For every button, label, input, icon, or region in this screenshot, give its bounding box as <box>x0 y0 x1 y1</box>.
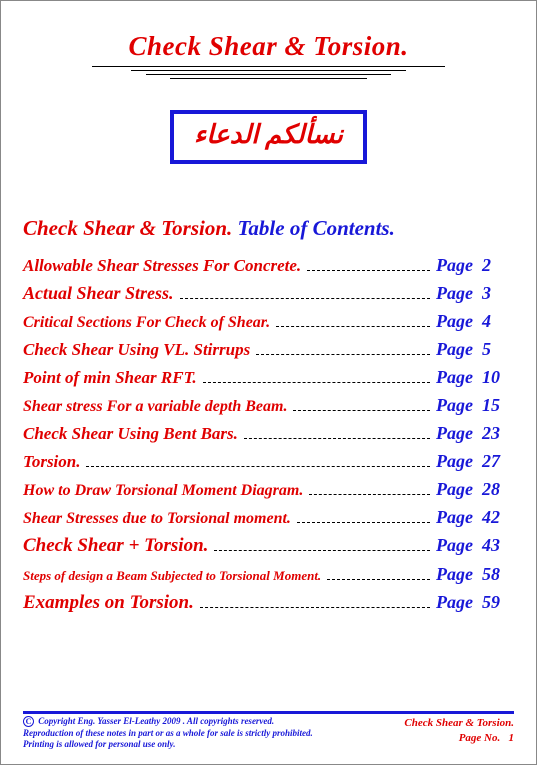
toc-entry-page: Page 23 <box>436 423 514 444</box>
toc-heading: Check Shear & Torsion. Table of Contents… <box>23 216 514 241</box>
toc-entry-title: Check Shear Using Bent Bars. <box>23 424 238 444</box>
arabic-box: نسألكم الدعاء <box>170 110 367 164</box>
toc-entry-title: Examples on Torsion. <box>23 592 194 614</box>
toc-entry-page: Page 43 <box>436 535 514 556</box>
toc-leader <box>309 494 430 495</box>
footer-rule <box>23 711 514 714</box>
arabic-text: نسألكم الدعاء <box>194 120 343 150</box>
page-no: 1 <box>509 732 515 744</box>
page-no-label: Page No. <box>459 732 501 744</box>
toc-row: Check Shear Using VL. Stirrups Page 5 <box>23 339 514 360</box>
toc-entry-title: Critical Sections For Check of Shear. <box>23 314 270 332</box>
toc-leader <box>200 607 430 608</box>
toc-entry-page: Page 4 <box>436 311 514 332</box>
toc-leader <box>256 354 430 355</box>
copyright-icon: C <box>23 716 34 727</box>
toc-leader <box>307 270 430 271</box>
toc-row: Steps of design a Beam Subjected to Tors… <box>23 564 514 585</box>
toc-entry-page: Page 42 <box>436 507 514 528</box>
toc-entry-title: Steps of design a Beam Subjected to Tors… <box>23 568 321 584</box>
toc-entry-page: Page 59 <box>436 592 514 613</box>
table-of-contents: Allowable Shear Stresses For Concrete. Pa… <box>23 255 514 614</box>
document-page: Check Shear & Torsion. نسألكم الدعاء Che… <box>1 1 536 764</box>
toc-entry-title: Actual Shear Stress. <box>23 283 174 304</box>
toc-row: Check Shear Using Bent Bars. Page 23 <box>23 423 514 444</box>
toc-entry-page: Page 3 <box>436 283 514 304</box>
toc-row: Torsion. Page 27 <box>23 451 514 472</box>
toc-leader <box>86 466 430 467</box>
toc-entry-title: How to Draw Torsional Moment Diagram. <box>23 482 303 500</box>
toc-leader <box>327 579 430 580</box>
toc-entry-title: Check Shear Using VL. Stirrups <box>23 340 250 360</box>
footer: C Copyright Eng. Yasser El-Leathy 2009 .… <box>23 711 514 750</box>
toc-entry-title: Shear stress For a variable depth Beam. <box>23 398 287 416</box>
toc-leader <box>214 550 430 551</box>
copyright-line-2: Reproduction of these notes in part or a… <box>23 728 313 738</box>
toc-entry-title: Allowable Shear Stresses For Concrete. <box>23 256 301 276</box>
main-title: Check Shear & Torsion. <box>23 31 514 62</box>
toc-leader <box>276 326 430 327</box>
title-area: Check Shear & Torsion. نسألكم الدعاء <box>23 31 514 164</box>
toc-row: How to Draw Torsional Moment Diagram. Pag… <box>23 479 514 500</box>
toc-heading-red: Check Shear & Torsion. <box>23 216 232 240</box>
title-underlines <box>23 66 514 79</box>
toc-leader <box>293 410 430 411</box>
toc-entry-page: Page 28 <box>436 479 514 500</box>
toc-entry-title: Check Shear + Torsion. <box>23 535 208 557</box>
toc-entry-page: Page 58 <box>436 564 514 585</box>
toc-entry-page: Page 15 <box>436 395 514 416</box>
toc-entry-page: Page 5 <box>436 339 514 360</box>
toc-leader <box>180 298 430 299</box>
toc-row: Critical Sections For Check of Shear. Pag… <box>23 311 514 332</box>
toc-entry-title: Torsion. <box>23 452 80 472</box>
toc-row: Check Shear + Torsion. Page 43 <box>23 535 514 557</box>
doc-reference: Check Shear & Torsion. Page No. 1 <box>404 716 514 745</box>
toc-entry-title: Shear Stresses due to Torsional moment. <box>23 510 291 528</box>
copyright-line-3: Printing is allowed for personal use onl… <box>23 739 175 749</box>
toc-leader <box>203 382 430 383</box>
toc-row: Point of min Shear RFT. Page 10 <box>23 367 514 388</box>
toc-row: Allowable Shear Stresses For Concrete. Pa… <box>23 255 514 276</box>
toc-leader <box>297 522 430 523</box>
doc-ref-title: Check Shear & Torsion. <box>404 717 514 729</box>
toc-entry-title: Point of min Shear RFT. <box>23 368 197 388</box>
toc-row: Examples on Torsion. Page 59 <box>23 592 514 614</box>
toc-row: Shear stress For a variable depth Beam. P… <box>23 395 514 416</box>
toc-row: Shear Stresses due to Torsional moment. P… <box>23 507 514 528</box>
toc-entry-page: Page 10 <box>436 367 514 388</box>
toc-entry-page: Page 27 <box>436 451 514 472</box>
toc-entry-page: Page 2 <box>436 255 514 276</box>
toc-row: Actual Shear Stress. Page 3 <box>23 283 514 304</box>
toc-leader <box>244 438 430 439</box>
footer-row: C Copyright Eng. Yasser El-Leathy 2009 .… <box>23 716 514 750</box>
toc-heading-blue: Table of Contents. <box>238 216 395 240</box>
copyright-line-1: Copyright Eng. Yasser El-Leathy 2009 . A… <box>38 716 274 726</box>
copyright-block: C Copyright Eng. Yasser El-Leathy 2009 .… <box>23 716 313 750</box>
